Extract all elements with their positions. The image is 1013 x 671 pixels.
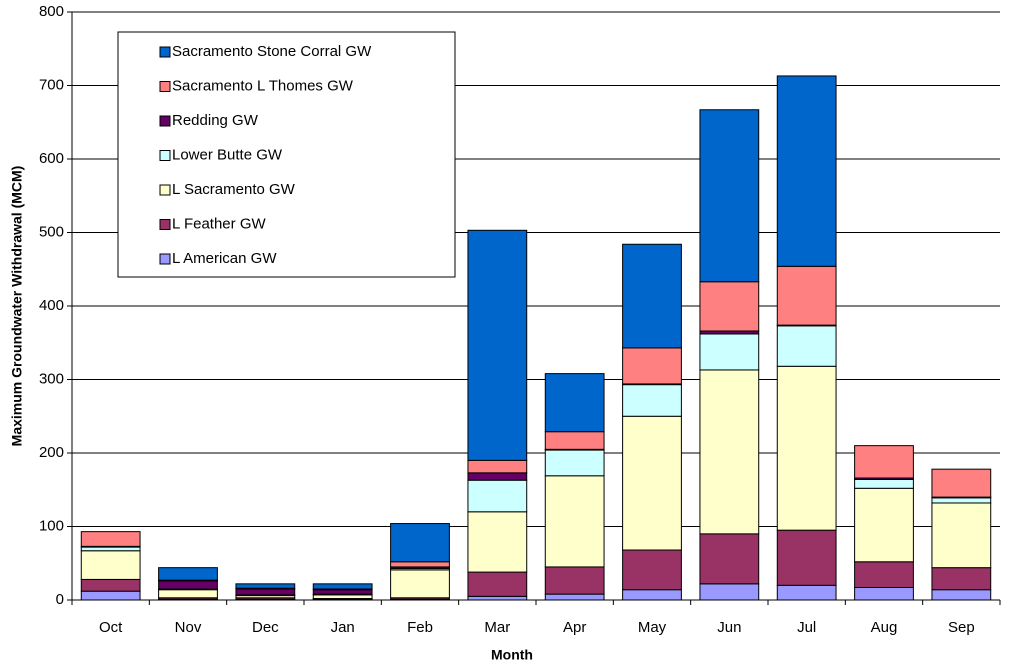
bar-segment: [931, 502, 992, 569]
bar-segment: [467, 229, 528, 461]
bar-segment: [158, 580, 218, 590]
bar-segment: [622, 384, 682, 417]
bar-segment: [776, 529, 837, 586]
y-tick-label: 300: [39, 370, 64, 387]
bar-segment: [544, 593, 605, 601]
bar-segment: [312, 583, 373, 590]
bar-segment: [80, 546, 141, 552]
y-tick-label: 600: [39, 150, 64, 167]
bar-segment: [854, 478, 914, 489]
bar-segment: [544, 449, 605, 477]
legend-label: Redding GW: [172, 112, 259, 129]
bar-segment: [699, 369, 760, 535]
bar-segment: [312, 589, 373, 595]
x-tick-label: Apr: [563, 619, 586, 636]
legend-label: Sacramento L Thomes GW: [172, 77, 354, 94]
bar-segment: [622, 243, 682, 349]
y-tick-label: 400: [39, 297, 64, 314]
bar-segment: [390, 569, 450, 599]
bar-segment: [776, 265, 837, 326]
bar-segment: [544, 431, 605, 450]
bar-segment: [699, 333, 760, 371]
bar-segment: [931, 589, 992, 601]
bar-segment: [158, 567, 218, 581]
y-tick-label: 700: [39, 76, 64, 93]
bar-segment: [699, 533, 760, 585]
bar-segment: [158, 589, 218, 599]
bar-segment: [699, 583, 760, 601]
bar-segment: [390, 561, 450, 568]
bar-segment: [235, 588, 296, 596]
bar-segment: [390, 523, 450, 563]
x-tick-label: Aug: [871, 619, 898, 636]
legend-label: Sacramento Stone Corral GW: [172, 43, 372, 60]
x-tick-label: Mar: [484, 619, 510, 636]
y-tick-label: 200: [39, 444, 64, 461]
y-tick-label: 100: [39, 517, 64, 534]
bar-segment: [467, 511, 528, 573]
x-tick-label: Jun: [717, 619, 741, 636]
x-tick-label: Jul: [797, 619, 816, 636]
bar-segment: [854, 561, 914, 589]
y-tick-label: 800: [39, 3, 64, 20]
bar-segment: [312, 594, 373, 600]
x-tick-label: Nov: [175, 619, 202, 636]
y-axis-title: Maximum Groundwater Withdrawal (MCM): [9, 166, 25, 447]
legend-swatch: [159, 184, 171, 196]
bar-segment: [544, 373, 605, 433]
bar-segment: [622, 589, 682, 601]
bar-segment: [699, 281, 760, 332]
x-tick-label: Sep: [948, 619, 975, 636]
legend-box: [117, 31, 456, 278]
bar-segment: [776, 365, 837, 531]
legend-label: L American GW: [172, 250, 277, 267]
bar-segment: [622, 347, 682, 385]
bar-segment: [467, 479, 528, 513]
bar-segment: [622, 415, 682, 551]
bar-segment: [80, 550, 141, 580]
x-axis-title: Month: [491, 647, 533, 663]
bar-segment: [80, 531, 141, 547]
bar-segment: [854, 587, 914, 601]
bar-segment: [776, 325, 837, 367]
legend-label: L Feather GW: [172, 215, 266, 232]
bar-segment: [854, 487, 914, 563]
bar-segment: [80, 590, 141, 601]
legend-label: Lower Butte GW: [172, 146, 283, 163]
legend-swatch: [159, 81, 171, 92]
bar-segment: [235, 583, 296, 589]
y-tick-label: 500: [39, 223, 64, 240]
bar-segment: [931, 497, 992, 504]
bar-segment: [467, 459, 528, 474]
legend-swatch: [159, 115, 171, 127]
bar-segment: [544, 475, 605, 568]
bar-segment: [854, 445, 914, 479]
legend-swatch: [159, 46, 171, 58]
legend-swatch: [159, 150, 171, 161]
legend-label: L Sacramento GW: [172, 181, 296, 198]
bar-segment: [467, 595, 528, 601]
x-tick-label: Jan: [331, 619, 355, 636]
legend-swatch: [159, 219, 171, 230]
bar-segment: [931, 468, 992, 498]
bar-segment: [80, 578, 141, 592]
x-tick-label: May: [638, 619, 667, 636]
bar-segment: [776, 75, 837, 267]
bar-segment: [544, 566, 605, 595]
bar-segment: [467, 472, 528, 481]
bar-segment: [776, 584, 837, 601]
x-tick-label: Oct: [99, 619, 123, 636]
legend-swatch: [159, 253, 171, 265]
y-tick-label: 0: [56, 591, 64, 608]
bar-segment: [699, 109, 760, 283]
bar-segment: [467, 571, 528, 597]
bar-segment: [622, 549, 682, 591]
bar-segment: [931, 567, 992, 591]
x-tick-label: Dec: [252, 619, 279, 636]
x-tick-label: Feb: [407, 619, 433, 636]
